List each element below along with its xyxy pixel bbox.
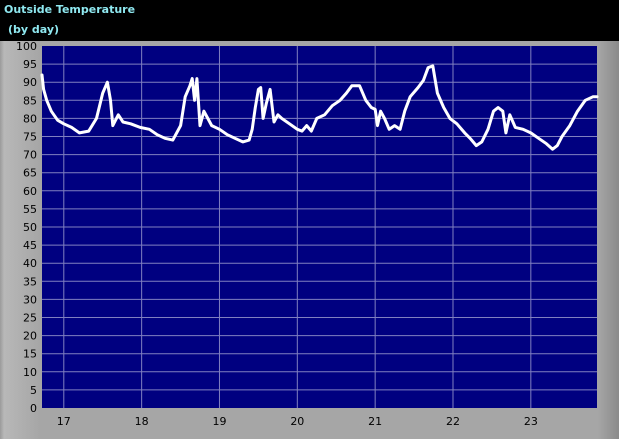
temperature-series-line (40, 64, 599, 151)
x-tick-label: 20 (290, 415, 304, 428)
y-tick-label: 40 (23, 257, 37, 270)
y-tick-label: 20 (23, 330, 37, 343)
x-tick-label: 19 (212, 415, 226, 428)
x-tick-label: 18 (135, 415, 149, 428)
chart-title: Outside Temperature (4, 3, 136, 16)
grid-lines (42, 46, 597, 408)
x-tick-label: 17 (57, 415, 71, 428)
y-tick-label: 10 (23, 366, 37, 379)
x-tick-label: 22 (446, 415, 460, 428)
y-tick-label: 5 (30, 384, 37, 397)
y-tick-label: 95 (23, 58, 37, 71)
y-tick-label: 75 (23, 131, 37, 144)
y-tick-label: 90 (23, 76, 37, 89)
y-tick-label: 65 (23, 167, 37, 180)
y-tick-label: 80 (23, 112, 37, 125)
y-axis-ticks: 0 5 10 15 20 25 30 35 40 45 50 55 60 65 70 75 80 85 90 95 10… (16, 40, 37, 415)
y-tick-label: 85 (23, 94, 37, 107)
y-tick-label: 100 (16, 40, 37, 53)
x-axis-ticks: 17 18 19 20 21 22 23 (57, 415, 538, 428)
y-tick-label: 70 (23, 149, 37, 162)
y-tick-label: 30 (23, 293, 37, 306)
y-tick-label: 35 (23, 275, 37, 288)
y-tick-label: 50 (23, 221, 37, 234)
chart-subtitle: (by day) (8, 23, 60, 36)
y-tick-label: 15 (23, 348, 37, 361)
y-tick-label: 55 (23, 203, 37, 216)
y-tick-label: 25 (23, 312, 37, 325)
x-tick-label: 23 (524, 415, 538, 428)
x-tick-label: 21 (368, 415, 382, 428)
y-tick-label: 0 (30, 402, 37, 415)
y-tick-label: 60 (23, 185, 37, 198)
y-tick-label: 45 (23, 239, 37, 252)
